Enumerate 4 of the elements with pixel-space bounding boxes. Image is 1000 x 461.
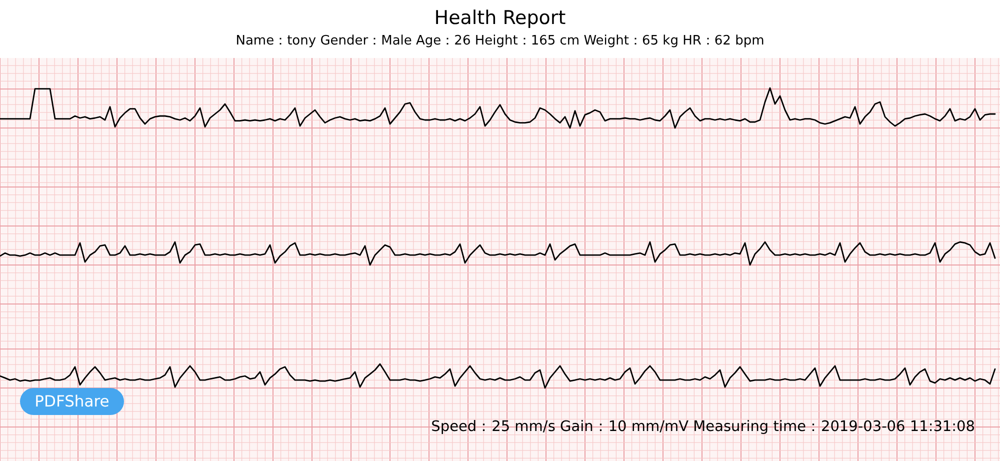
chart-subtitle: Name：tony Gender：Male Age：26 Height：165 cm Weight：65 kg HR：62 bpm: [236, 34, 764, 48]
chart-title: Health Report: [434, 7, 566, 29]
text: PDFShare: [34, 392, 110, 410]
text: Speed：25 mm/s Gain：10 mm/mV Measuring time：2019-03-06 11:31:08: [431, 419, 975, 435]
